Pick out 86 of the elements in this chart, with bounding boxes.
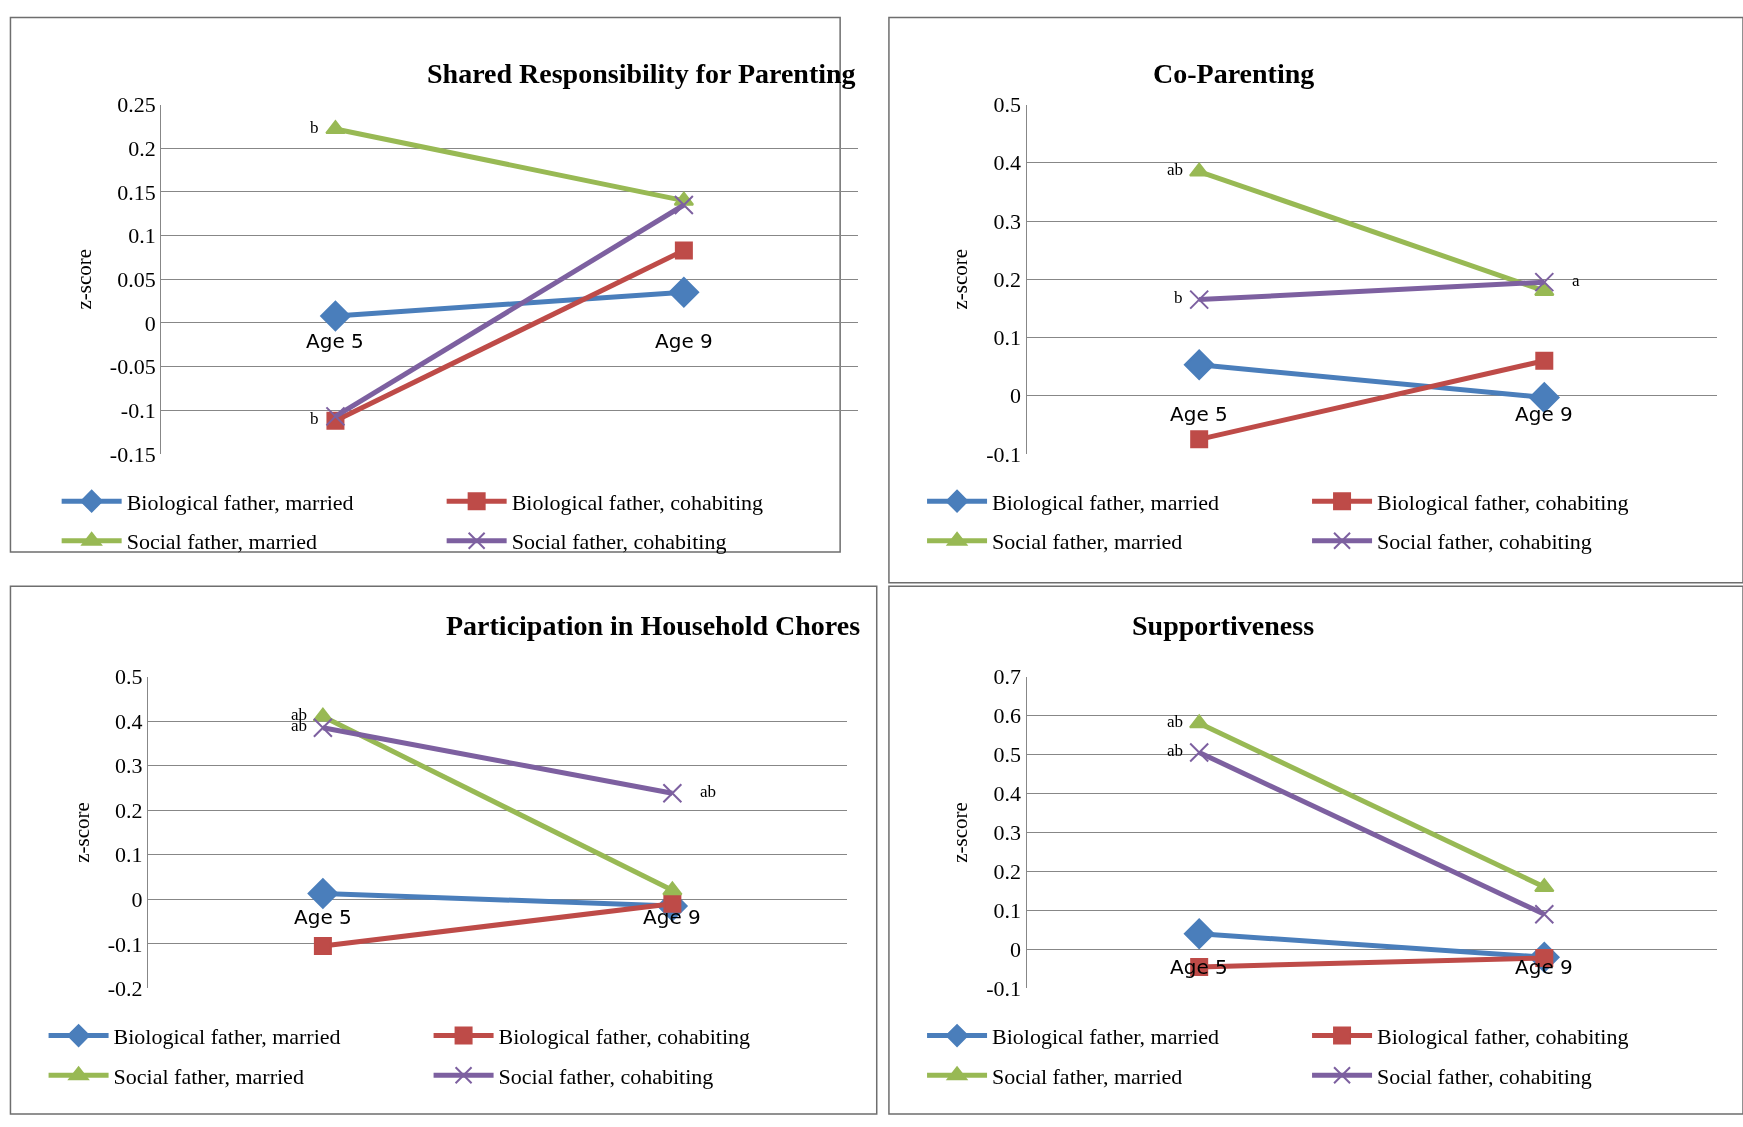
chart-title: Shared Responsibility for Parenting bbox=[427, 58, 856, 89]
legend-label: Biological father, married bbox=[992, 489, 1220, 515]
legend-label: Social father, married bbox=[126, 529, 317, 555]
y-tick-label: 0.6 bbox=[993, 703, 1022, 729]
y-tick-label: -0.1 bbox=[107, 931, 143, 957]
y-tick-label: -0.1 bbox=[986, 976, 1022, 1002]
y-tick-label: -0.05 bbox=[109, 354, 156, 380]
y-tick-label: 0.1 bbox=[128, 223, 156, 249]
point bbox=[1183, 349, 1215, 381]
point bbox=[1534, 904, 1555, 925]
x-tick-label: Age 5 bbox=[1170, 402, 1228, 426]
legend-label: Social father, cohabiting bbox=[498, 1063, 714, 1089]
point bbox=[674, 241, 693, 260]
legend-label: Social father, cohabiting bbox=[511, 529, 727, 555]
point bbox=[312, 717, 333, 738]
legend-label: Social father, married bbox=[992, 529, 1183, 555]
legend-label: Social father, married bbox=[113, 1063, 304, 1089]
y-axis-title: z-score bbox=[72, 248, 96, 310]
y-tick-label: 0.3 bbox=[115, 753, 143, 779]
point bbox=[1183, 918, 1215, 950]
point bbox=[1189, 289, 1210, 310]
y-axis-title: z-score bbox=[948, 802, 973, 863]
x-tick-label: Age 9 bbox=[643, 905, 701, 929]
y-tick-label: 0.7 bbox=[993, 664, 1022, 690]
y-tick-label: -0.1 bbox=[120, 397, 156, 423]
legend-label: Social father, cohabiting bbox=[1377, 529, 1592, 555]
point bbox=[668, 277, 700, 308]
y-tick-label: 0.4 bbox=[115, 708, 143, 734]
y-tick-label: -0.15 bbox=[109, 441, 156, 467]
y-tick-label: 0.3 bbox=[993, 208, 1022, 234]
chart-title: Participation in Household Chores bbox=[446, 610, 861, 641]
y-tick-label: 0.2 bbox=[115, 797, 143, 823]
chart-title: Co-Parenting bbox=[1153, 58, 1315, 89]
legend-label: Biological father, cohabiting bbox=[511, 489, 764, 515]
y-axis-title: z-score bbox=[69, 802, 94, 863]
legend-label: Biological father, cohabiting bbox=[1377, 1024, 1629, 1050]
point bbox=[313, 937, 332, 956]
y-tick-label: 0.1 bbox=[993, 325, 1022, 351]
y-tick-label: 0.15 bbox=[117, 179, 156, 205]
y-tick-label: -0.1 bbox=[986, 441, 1022, 467]
y-tick-label: 0.2 bbox=[993, 266, 1022, 292]
legend-label: Social father, cohabiting bbox=[1377, 1063, 1592, 1089]
annotation: ab bbox=[1167, 712, 1184, 731]
x-tick-label: Age 5 bbox=[306, 329, 364, 353]
y-tick-label: 0.5 bbox=[993, 92, 1022, 118]
y-tick-label: 0 bbox=[131, 886, 143, 912]
annotation: b bbox=[310, 409, 319, 428]
y-tick-label: 0.3 bbox=[993, 820, 1022, 846]
annotation: b bbox=[1174, 288, 1183, 307]
y-tick-label: 0.2 bbox=[993, 859, 1022, 885]
y-tick-label: 0 bbox=[144, 310, 156, 336]
point bbox=[320, 300, 351, 332]
y-tick-label: 0.1 bbox=[993, 898, 1022, 924]
y-tick-label: 0.5 bbox=[115, 664, 143, 690]
x-tick-label: Age 9 bbox=[1515, 402, 1573, 426]
annotation: ab bbox=[1167, 160, 1184, 179]
legend-label: Biological father, married bbox=[992, 1024, 1220, 1050]
legend-label: Biological father, cohabiting bbox=[1377, 489, 1629, 515]
point bbox=[1189, 742, 1210, 763]
legend-label: Biological father, married bbox=[113, 1024, 341, 1050]
y-tick-label: -0.2 bbox=[107, 976, 143, 1002]
y-tick-label: 0 bbox=[1010, 937, 1022, 963]
legend-label: Social father, married bbox=[992, 1063, 1183, 1089]
y-tick-label: 0.4 bbox=[993, 150, 1022, 176]
legend-label: Biological father, cohabiting bbox=[498, 1024, 751, 1050]
y-axis-title: z-score bbox=[948, 248, 973, 310]
y-tick-label: 0.05 bbox=[117, 266, 156, 292]
annotation: ab bbox=[700, 782, 717, 801]
chart-title: Supportiveness bbox=[1132, 610, 1315, 641]
point bbox=[1535, 351, 1554, 370]
x-tick-label: Age 5 bbox=[294, 905, 352, 929]
y-tick-label: 0.5 bbox=[993, 742, 1022, 768]
point bbox=[662, 783, 683, 804]
legend-label: Biological father, married bbox=[126, 489, 354, 515]
y-tick-label: 0.4 bbox=[993, 781, 1022, 807]
x-tick-label: Age 9 bbox=[655, 329, 713, 353]
point bbox=[1190, 430, 1209, 449]
annotation: b bbox=[310, 118, 319, 137]
annotation: ab bbox=[1167, 741, 1184, 760]
y-tick-label: 0.1 bbox=[115, 842, 143, 868]
point bbox=[307, 878, 339, 909]
y-tick-label: 0.2 bbox=[128, 135, 156, 161]
point bbox=[325, 406, 346, 427]
y-tick-label: 0 bbox=[1010, 383, 1022, 409]
y-tick-label: 0.25 bbox=[117, 92, 156, 118]
annotation: a bbox=[1572, 271, 1580, 290]
